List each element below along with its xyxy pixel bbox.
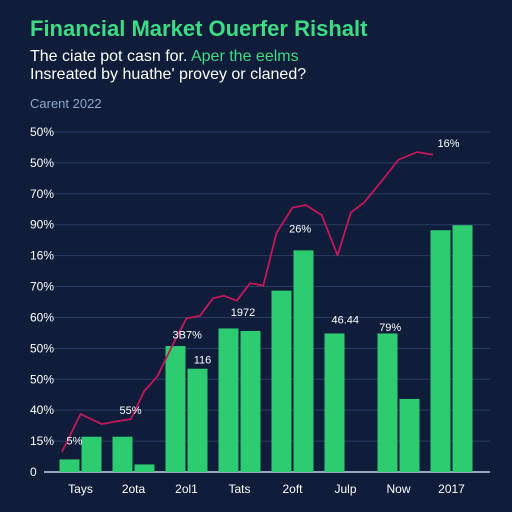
y-tick-label: 70%: [30, 187, 54, 201]
bar-series1-julp: [324, 333, 345, 472]
bar-series2-now: [399, 398, 420, 472]
x-tick-label: 2ol1: [175, 482, 198, 496]
bar-series2-tats: [240, 330, 261, 472]
x-tick-label: Julp: [334, 482, 356, 496]
data-label: 5%: [67, 435, 83, 447]
bar-series1-tays: [59, 459, 80, 472]
bar-series2-tays: [81, 436, 102, 472]
bar-series1-2ota: [112, 436, 133, 472]
x-tick-label: 2oft: [282, 482, 303, 496]
data-label: 46.44: [332, 314, 360, 326]
y-tick-label: 50%: [30, 156, 54, 170]
data-label: 79%: [379, 322, 401, 334]
y-tick-label: 15%: [30, 434, 54, 448]
x-tick-label: Tats: [228, 482, 250, 496]
subtitle-highlight: Aper the eelms: [190, 48, 299, 65]
bar-series2-2oft: [293, 250, 314, 472]
period-label: Carent 2022: [30, 96, 102, 111]
x-tick-label: Now: [386, 482, 410, 496]
chart-subtitle-line1: The ciate pot casn for. Aper the eelms: [30, 48, 299, 66]
bar-series1-now: [377, 333, 398, 472]
bar-series2-2017: [452, 225, 473, 472]
data-label: 3B7%: [173, 330, 203, 342]
x-tick-label: 2017: [438, 482, 465, 496]
subtitle-prefix: The ciate pot casn for.: [30, 48, 191, 65]
bar-series1-2017: [430, 230, 451, 472]
y-tick-label: 0: [30, 465, 37, 479]
bar-series1-tats: [218, 328, 239, 472]
trend-line: [61, 151, 434, 453]
bar-series1-2ol1: [165, 346, 186, 472]
y-tick-label: 16%: [30, 249, 54, 263]
chart-title: Financial Market Ouerfer Rishalt: [30, 16, 368, 41]
y-tick-label: 50%: [30, 341, 54, 355]
y-tick-label: 60%: [30, 310, 54, 324]
data-label: 116: [194, 355, 212, 367]
data-label: 1972: [231, 307, 255, 319]
y-tick-label: 40%: [30, 403, 54, 417]
bar-series2-2ota: [134, 464, 155, 472]
bar-series1-2oft: [271, 290, 292, 472]
y-tick-label: 70%: [30, 280, 54, 294]
data-label: 16%: [438, 138, 460, 150]
data-label: 55%: [120, 405, 142, 417]
y-tick-label: 90%: [30, 218, 54, 232]
y-tick-label: 50%: [30, 125, 54, 139]
x-tick-label: Tays: [68, 482, 93, 496]
data-label: 26%: [289, 224, 311, 236]
x-tick-label: 2ota: [122, 482, 146, 496]
chart-subtitle-line2: Insreated by huathe' provey or claned?: [30, 66, 307, 83]
y-tick-label: 50%: [30, 372, 54, 386]
bar-series2-2ol1: [187, 368, 208, 472]
